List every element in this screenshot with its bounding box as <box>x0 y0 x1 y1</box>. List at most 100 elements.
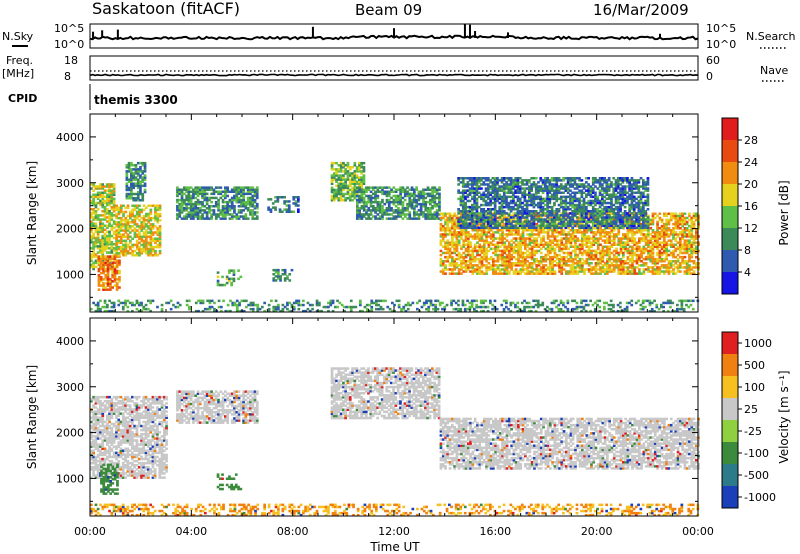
heatmap-cell <box>133 227 137 230</box>
heatmap-cell <box>113 278 117 281</box>
heatmap-cell <box>106 245 109 248</box>
heatmap-cell <box>464 239 468 242</box>
heatmap-cell <box>617 253 621 257</box>
heatmap-cell <box>612 257 616 261</box>
heatmap-cell <box>441 262 445 265</box>
heatmap-cell <box>185 196 188 200</box>
heatmap-cell <box>576 245 580 248</box>
heatmap-cell <box>339 182 343 185</box>
heatmap-cell <box>446 247 450 251</box>
heatmap-cell <box>461 195 465 199</box>
heatmap-cell <box>688 266 691 269</box>
heatmap-cell <box>535 266 539 269</box>
heatmap-cell <box>399 190 402 193</box>
heatmap-cell <box>346 176 350 179</box>
heatmap-cell <box>512 208 515 211</box>
heatmap-cell <box>127 161 131 165</box>
heatmap-cell <box>683 255 687 259</box>
heatmap-cell <box>480 266 484 269</box>
heatmap-cell <box>551 249 554 253</box>
heatmap-cell <box>667 220 671 224</box>
heatmap-cell <box>487 210 490 213</box>
heatmap-cell <box>519 235 523 238</box>
heatmap-cell <box>462 257 466 261</box>
heatmap-cell <box>126 219 130 222</box>
heatmap-cell <box>346 174 350 177</box>
heatmap-cell <box>112 201 116 205</box>
heatmap-cell <box>446 268 450 271</box>
heatmap-cell <box>485 257 488 261</box>
heatmap-cell <box>599 235 602 238</box>
heatmap-cell <box>99 271 103 275</box>
heatmap-cell <box>183 192 186 196</box>
heatmap-cell <box>392 194 396 198</box>
heatmap-cell <box>459 216 463 219</box>
heatmap-cell <box>224 186 227 189</box>
nave-label: Nave <box>760 64 788 77</box>
heatmap-cell <box>330 178 334 181</box>
heatmap-cell <box>647 251 650 255</box>
heatmap-cell <box>521 260 525 263</box>
heatmap-cell <box>110 226 114 229</box>
heatmap-cell <box>489 243 493 246</box>
heatmap-cell <box>468 216 472 219</box>
heatmap-cell <box>103 232 107 236</box>
heatmap-cell <box>592 241 596 244</box>
heatmap-cell <box>457 231 461 234</box>
heatmap-cell <box>622 264 625 267</box>
heatmap-cell <box>635 222 639 226</box>
heatmap-cell <box>667 233 671 236</box>
heatmap-cell <box>242 202 245 206</box>
heatmap-cell <box>608 249 611 253</box>
heatmap-cell <box>205 202 209 206</box>
heatmap-cell <box>287 208 291 211</box>
heatmap-cell <box>272 273 276 276</box>
heatmap-cell <box>253 205 257 208</box>
heatmap-cell <box>122 225 125 228</box>
heatmap-cell <box>337 184 341 188</box>
heatmap-cell <box>104 255 108 258</box>
heatmap-cell <box>535 222 539 226</box>
heatmap-cell <box>94 212 98 215</box>
heatmap-cell <box>476 270 479 273</box>
heatmap-cell <box>633 241 637 244</box>
heatmap-cell <box>99 245 102 248</box>
heatmap-cell <box>475 203 479 207</box>
heatmap-cell <box>603 253 607 257</box>
heatmap-cell <box>526 253 529 257</box>
heatmap-cell <box>517 237 520 240</box>
heatmap-cell <box>642 268 646 271</box>
heatmap-cell <box>656 233 659 236</box>
heatmap-cell <box>567 237 570 240</box>
heatmap-cell <box>459 197 463 201</box>
heatmap-cell <box>108 261 111 265</box>
heatmap-cell <box>503 237 507 240</box>
heatmap-cell <box>147 221 150 224</box>
heatmap-cell <box>446 216 450 220</box>
heatmap-cell <box>482 214 486 217</box>
heatmap-cell <box>507 214 511 217</box>
heatmap-cell <box>134 170 138 173</box>
heatmap-cell <box>514 233 518 236</box>
heatmap-cell <box>346 186 350 190</box>
heatmap-cell <box>651 214 655 218</box>
heatmap-cell <box>115 241 118 245</box>
heatmap-cell <box>94 265 98 269</box>
heatmap-cell <box>422 202 425 206</box>
heatmap-cell <box>399 198 402 202</box>
heatmap-cell <box>624 266 627 269</box>
heatmap-cell <box>378 209 382 212</box>
heatmap-cell <box>451 255 454 259</box>
heatmap-cell <box>178 211 182 214</box>
heatmap-cell <box>108 193 111 196</box>
heatmap-cell <box>101 193 105 196</box>
heatmap-cell <box>690 266 694 269</box>
heatmap-cell <box>401 205 405 208</box>
heatmap-cell <box>99 255 103 258</box>
heatmap-cell <box>403 207 407 210</box>
heatmap-cell <box>360 207 364 210</box>
heatmap-cell <box>385 217 389 220</box>
heatmap-cell <box>587 229 591 232</box>
heatmap-cell <box>594 239 598 242</box>
heatmap-cell <box>408 194 412 198</box>
